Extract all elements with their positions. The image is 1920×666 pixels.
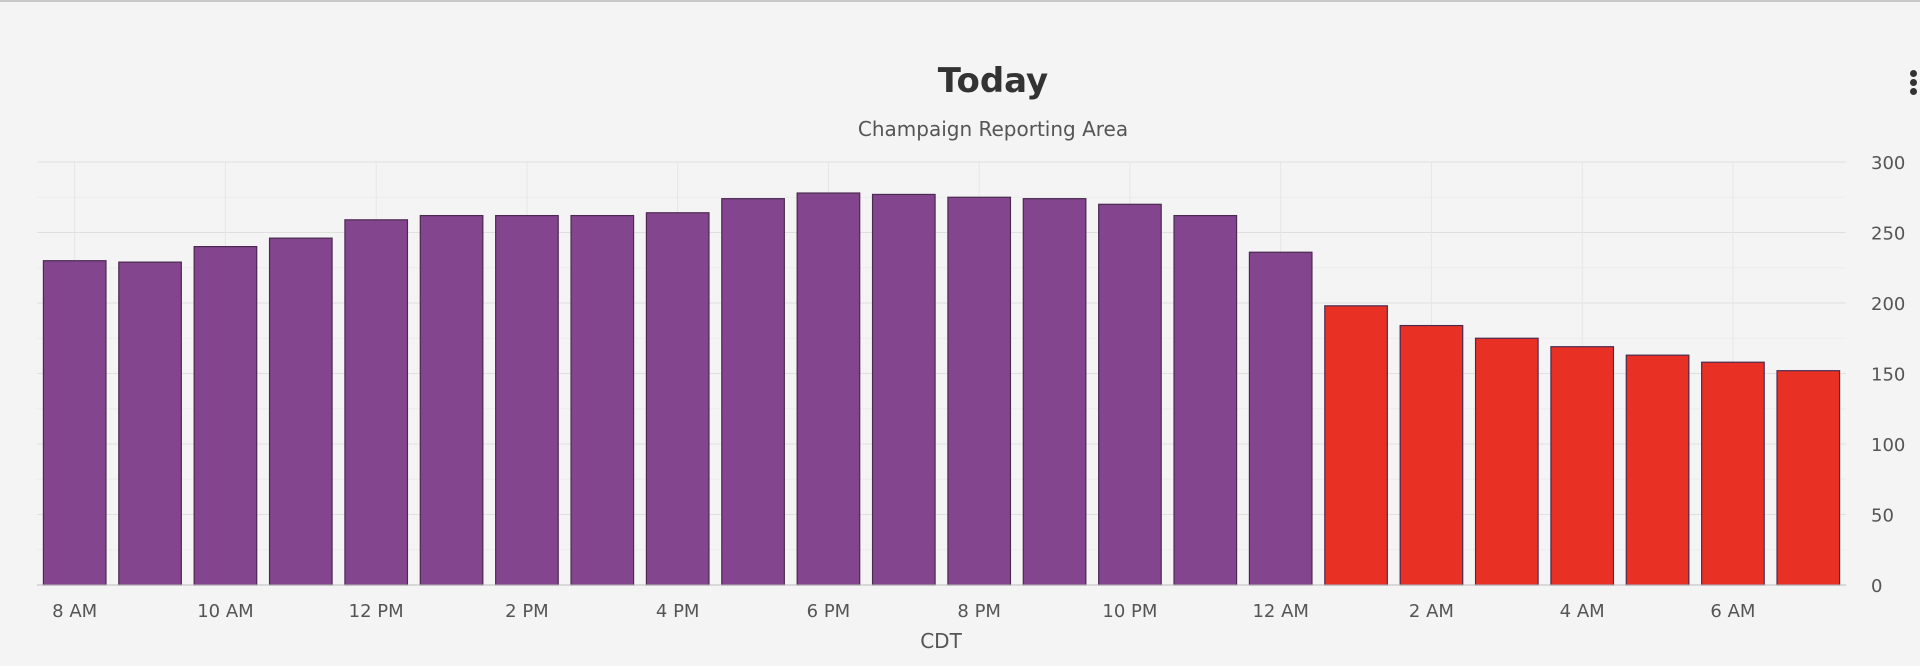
x-tick-label: 2 AM bbox=[1409, 601, 1454, 622]
bar[interactable] bbox=[645, 212, 710, 586]
bar[interactable] bbox=[1776, 370, 1841, 586]
bar[interactable] bbox=[495, 214, 559, 586]
bar[interactable] bbox=[1173, 214, 1238, 586]
x-tick-label: 10 AM bbox=[197, 601, 253, 622]
x-tick-label: 6 AM bbox=[1710, 601, 1755, 622]
bar[interactable] bbox=[419, 214, 484, 586]
bar[interactable] bbox=[570, 214, 635, 586]
x-tick-label: 2 PM bbox=[505, 601, 549, 622]
bar[interactable] bbox=[721, 198, 785, 586]
y-tick-label: 250 bbox=[1871, 224, 1905, 245]
bar[interactable] bbox=[1701, 361, 1765, 586]
bar[interactable] bbox=[1474, 337, 1539, 586]
chart-title: Today bbox=[938, 61, 1048, 101]
bar[interactable] bbox=[1098, 203, 1162, 586]
x-axis-title: CDT bbox=[920, 629, 962, 653]
bar[interactable] bbox=[1399, 324, 1464, 586]
bar[interactable] bbox=[193, 246, 258, 586]
bar[interactable] bbox=[268, 237, 333, 586]
bar[interactable] bbox=[1324, 305, 1388, 586]
x-axis: 8 AM 10 AM 12 PM 2 PM 4 PM 6 PM 8 PM 10 PM 12 AM… bbox=[37, 584, 1846, 622]
bar[interactable] bbox=[118, 261, 182, 586]
y-tick-label: 100 bbox=[1871, 435, 1905, 456]
bar[interactable] bbox=[344, 219, 409, 586]
bar[interactable] bbox=[1550, 346, 1615, 586]
bar[interactable] bbox=[871, 193, 936, 586]
y-tick-label: 200 bbox=[1871, 294, 1905, 315]
x-tick-label: 6 PM bbox=[807, 601, 851, 622]
x-tick-label: 12 AM bbox=[1252, 601, 1308, 622]
bar[interactable] bbox=[42, 260, 107, 586]
y-tick-label: 50 bbox=[1871, 506, 1894, 527]
x-tick-label: 4 AM bbox=[1560, 601, 1605, 622]
y-tick-label: 300 bbox=[1871, 153, 1905, 174]
bar[interactable] bbox=[1625, 354, 1690, 586]
bar[interactable] bbox=[1022, 198, 1087, 586]
y-tick-label: 0 bbox=[1871, 576, 1882, 597]
x-tick-label: 12 PM bbox=[349, 601, 404, 622]
x-tick-label: 8 AM bbox=[52, 601, 97, 622]
chart-subtitle: Champaign Reporting Area bbox=[858, 117, 1128, 141]
bar[interactable] bbox=[796, 192, 861, 586]
x-tick-label: 10 PM bbox=[1102, 601, 1157, 622]
menu-dots-icon[interactable] bbox=[1910, 70, 1920, 98]
x-tick-label: 8 PM bbox=[957, 601, 1001, 622]
y-tick-label: 150 bbox=[1871, 365, 1905, 386]
x-tick-label: 4 PM bbox=[656, 601, 700, 622]
bar[interactable] bbox=[947, 196, 1012, 586]
bar-series bbox=[42, 192, 1841, 586]
y-axis: 0 50 100 150 200 250 300 bbox=[1871, 153, 1905, 597]
bar[interactable] bbox=[1248, 251, 1313, 586]
